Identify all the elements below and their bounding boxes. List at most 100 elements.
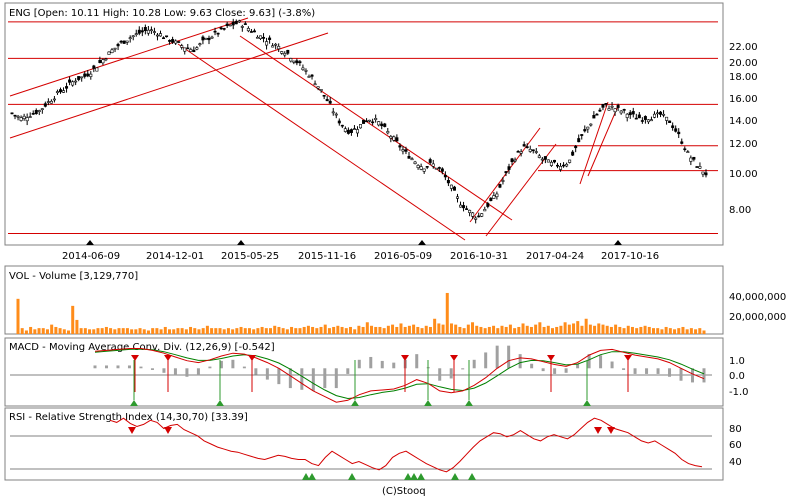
x-tick-label: 2014-12-01 — [146, 251, 204, 262]
buy-marker — [351, 400, 359, 406]
volume-bar — [576, 321, 580, 334]
volume-bar — [315, 328, 319, 334]
candle-body — [643, 116, 647, 120]
candle-body — [522, 144, 526, 147]
candle-body — [531, 149, 535, 152]
volume-bar — [614, 324, 618, 334]
candle-body — [274, 43, 278, 46]
candle-body — [389, 136, 393, 139]
candle-body — [37, 110, 41, 112]
candle-body — [365, 120, 369, 123]
volume-bar — [138, 328, 142, 334]
candle-body — [446, 180, 450, 184]
candle-body — [571, 151, 575, 156]
candle-body — [622, 109, 626, 111]
volume-bar — [222, 329, 226, 334]
volume-bar — [176, 328, 180, 334]
candle-body — [158, 33, 162, 37]
volume-bar — [508, 324, 512, 334]
candle-body — [140, 30, 144, 33]
candle-body — [195, 47, 199, 50]
volume-bar — [416, 326, 420, 334]
candle-body — [537, 155, 541, 158]
candle-body — [149, 29, 153, 32]
candle-body — [443, 174, 447, 178]
candle-body — [686, 151, 690, 154]
candle-body — [640, 120, 644, 122]
candle-body — [183, 47, 187, 52]
volume-bar — [651, 328, 655, 334]
macd-y-tick-label: 1.0 — [729, 356, 745, 367]
candle-body — [101, 59, 105, 64]
volume-bar — [71, 305, 75, 334]
volume-bar — [668, 328, 672, 334]
volume-bar — [424, 325, 428, 334]
candle-body — [268, 37, 272, 40]
price-y-tick-label: 8.00 — [729, 205, 751, 216]
volume-bar — [16, 298, 20, 334]
candle-body — [122, 40, 126, 44]
candle-body — [219, 27, 223, 30]
volume-bar — [348, 326, 352, 334]
x-tick-label: 2017-04-24 — [526, 251, 584, 262]
candle-body — [104, 58, 108, 61]
price-y-tick-label: 16.00 — [729, 94, 758, 105]
candle-body — [234, 21, 238, 25]
volume-bar — [210, 328, 214, 334]
candle-body — [89, 73, 93, 77]
candle-body — [271, 45, 275, 48]
candle-body — [192, 49, 196, 53]
candle-body — [110, 49, 114, 54]
candle-body — [513, 159, 517, 162]
candle-body — [286, 49, 290, 54]
price-y-tick-label: 20.00 — [729, 58, 758, 69]
volume-bar — [647, 326, 651, 334]
volume-bar — [247, 328, 251, 334]
volume-bar — [542, 326, 546, 334]
candle-body — [201, 36, 205, 41]
volume-bar — [319, 326, 323, 334]
candle-body — [519, 151, 523, 154]
volume-bar — [205, 325, 209, 334]
volume-bar — [277, 326, 281, 334]
volume-bar — [340, 326, 344, 334]
volume-bar — [159, 329, 163, 334]
candle-body — [525, 146, 529, 148]
candle-body — [116, 43, 120, 47]
candle-body — [95, 67, 99, 72]
candle-body — [316, 86, 320, 89]
volume-bar — [559, 325, 563, 334]
volume-bar — [172, 329, 176, 334]
rsi-panel-frame — [4, 407, 724, 481]
candle-body — [383, 123, 387, 127]
candle-body — [240, 26, 244, 28]
buy-marker — [451, 473, 459, 480]
volume-bar — [125, 328, 129, 334]
volume-bar — [479, 326, 483, 334]
volume-bar — [399, 323, 403, 334]
volume-bar — [454, 324, 458, 334]
sell-marker — [450, 355, 458, 361]
axis-marker — [614, 240, 622, 245]
candle-body — [410, 158, 414, 161]
volume-bar — [155, 328, 159, 334]
candle-body — [213, 30, 217, 33]
sell-marker — [248, 355, 256, 361]
candle-body — [656, 112, 660, 115]
candle-body — [589, 123, 593, 126]
candle-body — [465, 208, 469, 210]
candle-body — [177, 41, 181, 43]
candle-body — [468, 209, 472, 213]
candle-body — [86, 73, 90, 77]
rsi-series-line — [109, 417, 703, 473]
candle-body — [695, 166, 699, 168]
candle-body — [189, 49, 193, 52]
volume-bar — [420, 328, 424, 334]
volume-bar — [336, 325, 340, 334]
candle-body — [371, 121, 375, 124]
trend-line — [239, 35, 513, 221]
candle-body — [649, 119, 653, 122]
volume-bar — [252, 329, 256, 334]
candle-body — [598, 109, 602, 112]
buy-marker — [348, 473, 356, 480]
